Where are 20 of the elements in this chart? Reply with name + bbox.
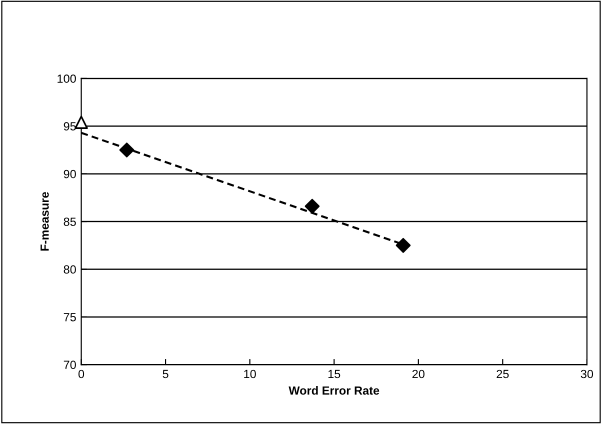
point xyxy=(396,238,411,253)
x-axis-title: Word Error Rate xyxy=(288,386,380,395)
y-tick-label: 85 xyxy=(64,218,76,226)
y-tick-label: 95 xyxy=(64,122,76,131)
x-tick-label: 15 xyxy=(328,370,340,378)
y-axis-title: F-measure xyxy=(40,192,49,251)
point xyxy=(304,198,320,214)
y-tick-label: 100 xyxy=(58,74,76,83)
x-tick-label: 0 xyxy=(78,370,84,378)
x-tick-label: 25 xyxy=(496,370,509,378)
point xyxy=(74,116,88,129)
x-tick-label: 30 xyxy=(580,370,594,378)
y-tick-label: 75 xyxy=(64,313,76,322)
x-tick-label: 20 xyxy=(412,370,424,378)
y-tick-label: 80 xyxy=(64,265,76,274)
x-tick-label: 10 xyxy=(244,370,256,378)
y-tick-label: 90 xyxy=(64,170,76,178)
point xyxy=(119,142,134,158)
x-tick-label: 5 xyxy=(162,370,168,378)
y-tick-label: 70 xyxy=(64,360,76,370)
